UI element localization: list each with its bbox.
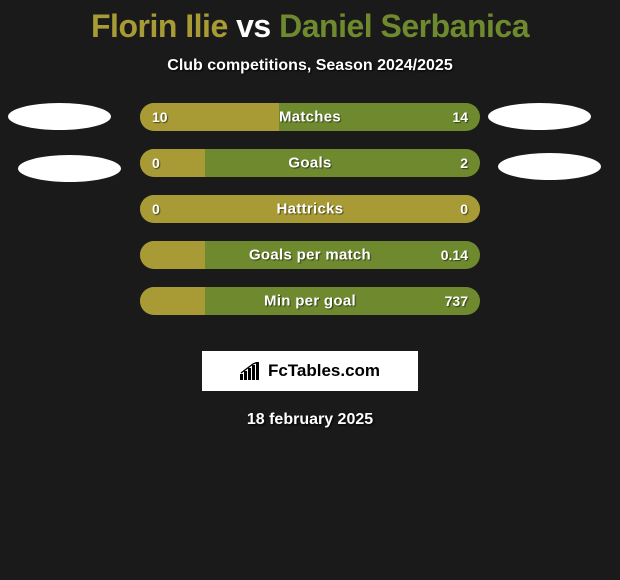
stat-label: Goals per match (140, 247, 480, 264)
stat-row: 0Hattricks0 (140, 195, 480, 223)
chart-bars-icon (240, 362, 262, 380)
brand-text: FcTables.com (268, 361, 380, 381)
vs-separator: vs (228, 8, 279, 44)
stat-right-value: 737 (445, 293, 468, 309)
stat-right-value: 0.14 (441, 247, 468, 263)
stat-label: Matches (140, 109, 480, 126)
stat-right-value: 0 (460, 201, 468, 217)
decorative-ellipse (488, 103, 591, 130)
decorative-ellipse (8, 103, 111, 130)
stat-row: 10Matches14 (140, 103, 480, 131)
stat-row: Min per goal737 (140, 287, 480, 315)
stat-right-value: 2 (460, 155, 468, 171)
stat-row: 0Goals2 (140, 149, 480, 177)
decorative-ellipse (18, 155, 121, 182)
brand-badge: FcTables.com (202, 351, 418, 391)
player1-name: Florin Ilie (91, 8, 228, 44)
decorative-ellipse (498, 153, 601, 180)
player2-name: Daniel Serbanica (279, 8, 529, 44)
snapshot-date: 18 february 2025 (0, 411, 620, 429)
stat-label: Min per goal (140, 293, 480, 310)
stats-area: 10Matches140Goals20Hattricks0Goals per m… (0, 103, 620, 333)
comparison-title: Florin Ilie vs Daniel Serbanica (0, 0, 620, 45)
stat-row: Goals per match0.14 (140, 241, 480, 269)
season-subtitle: Club competitions, Season 2024/2025 (0, 57, 620, 75)
stat-right-value: 14 (452, 109, 468, 125)
stat-label: Hattricks (140, 201, 480, 218)
stat-label: Goals (140, 155, 480, 172)
